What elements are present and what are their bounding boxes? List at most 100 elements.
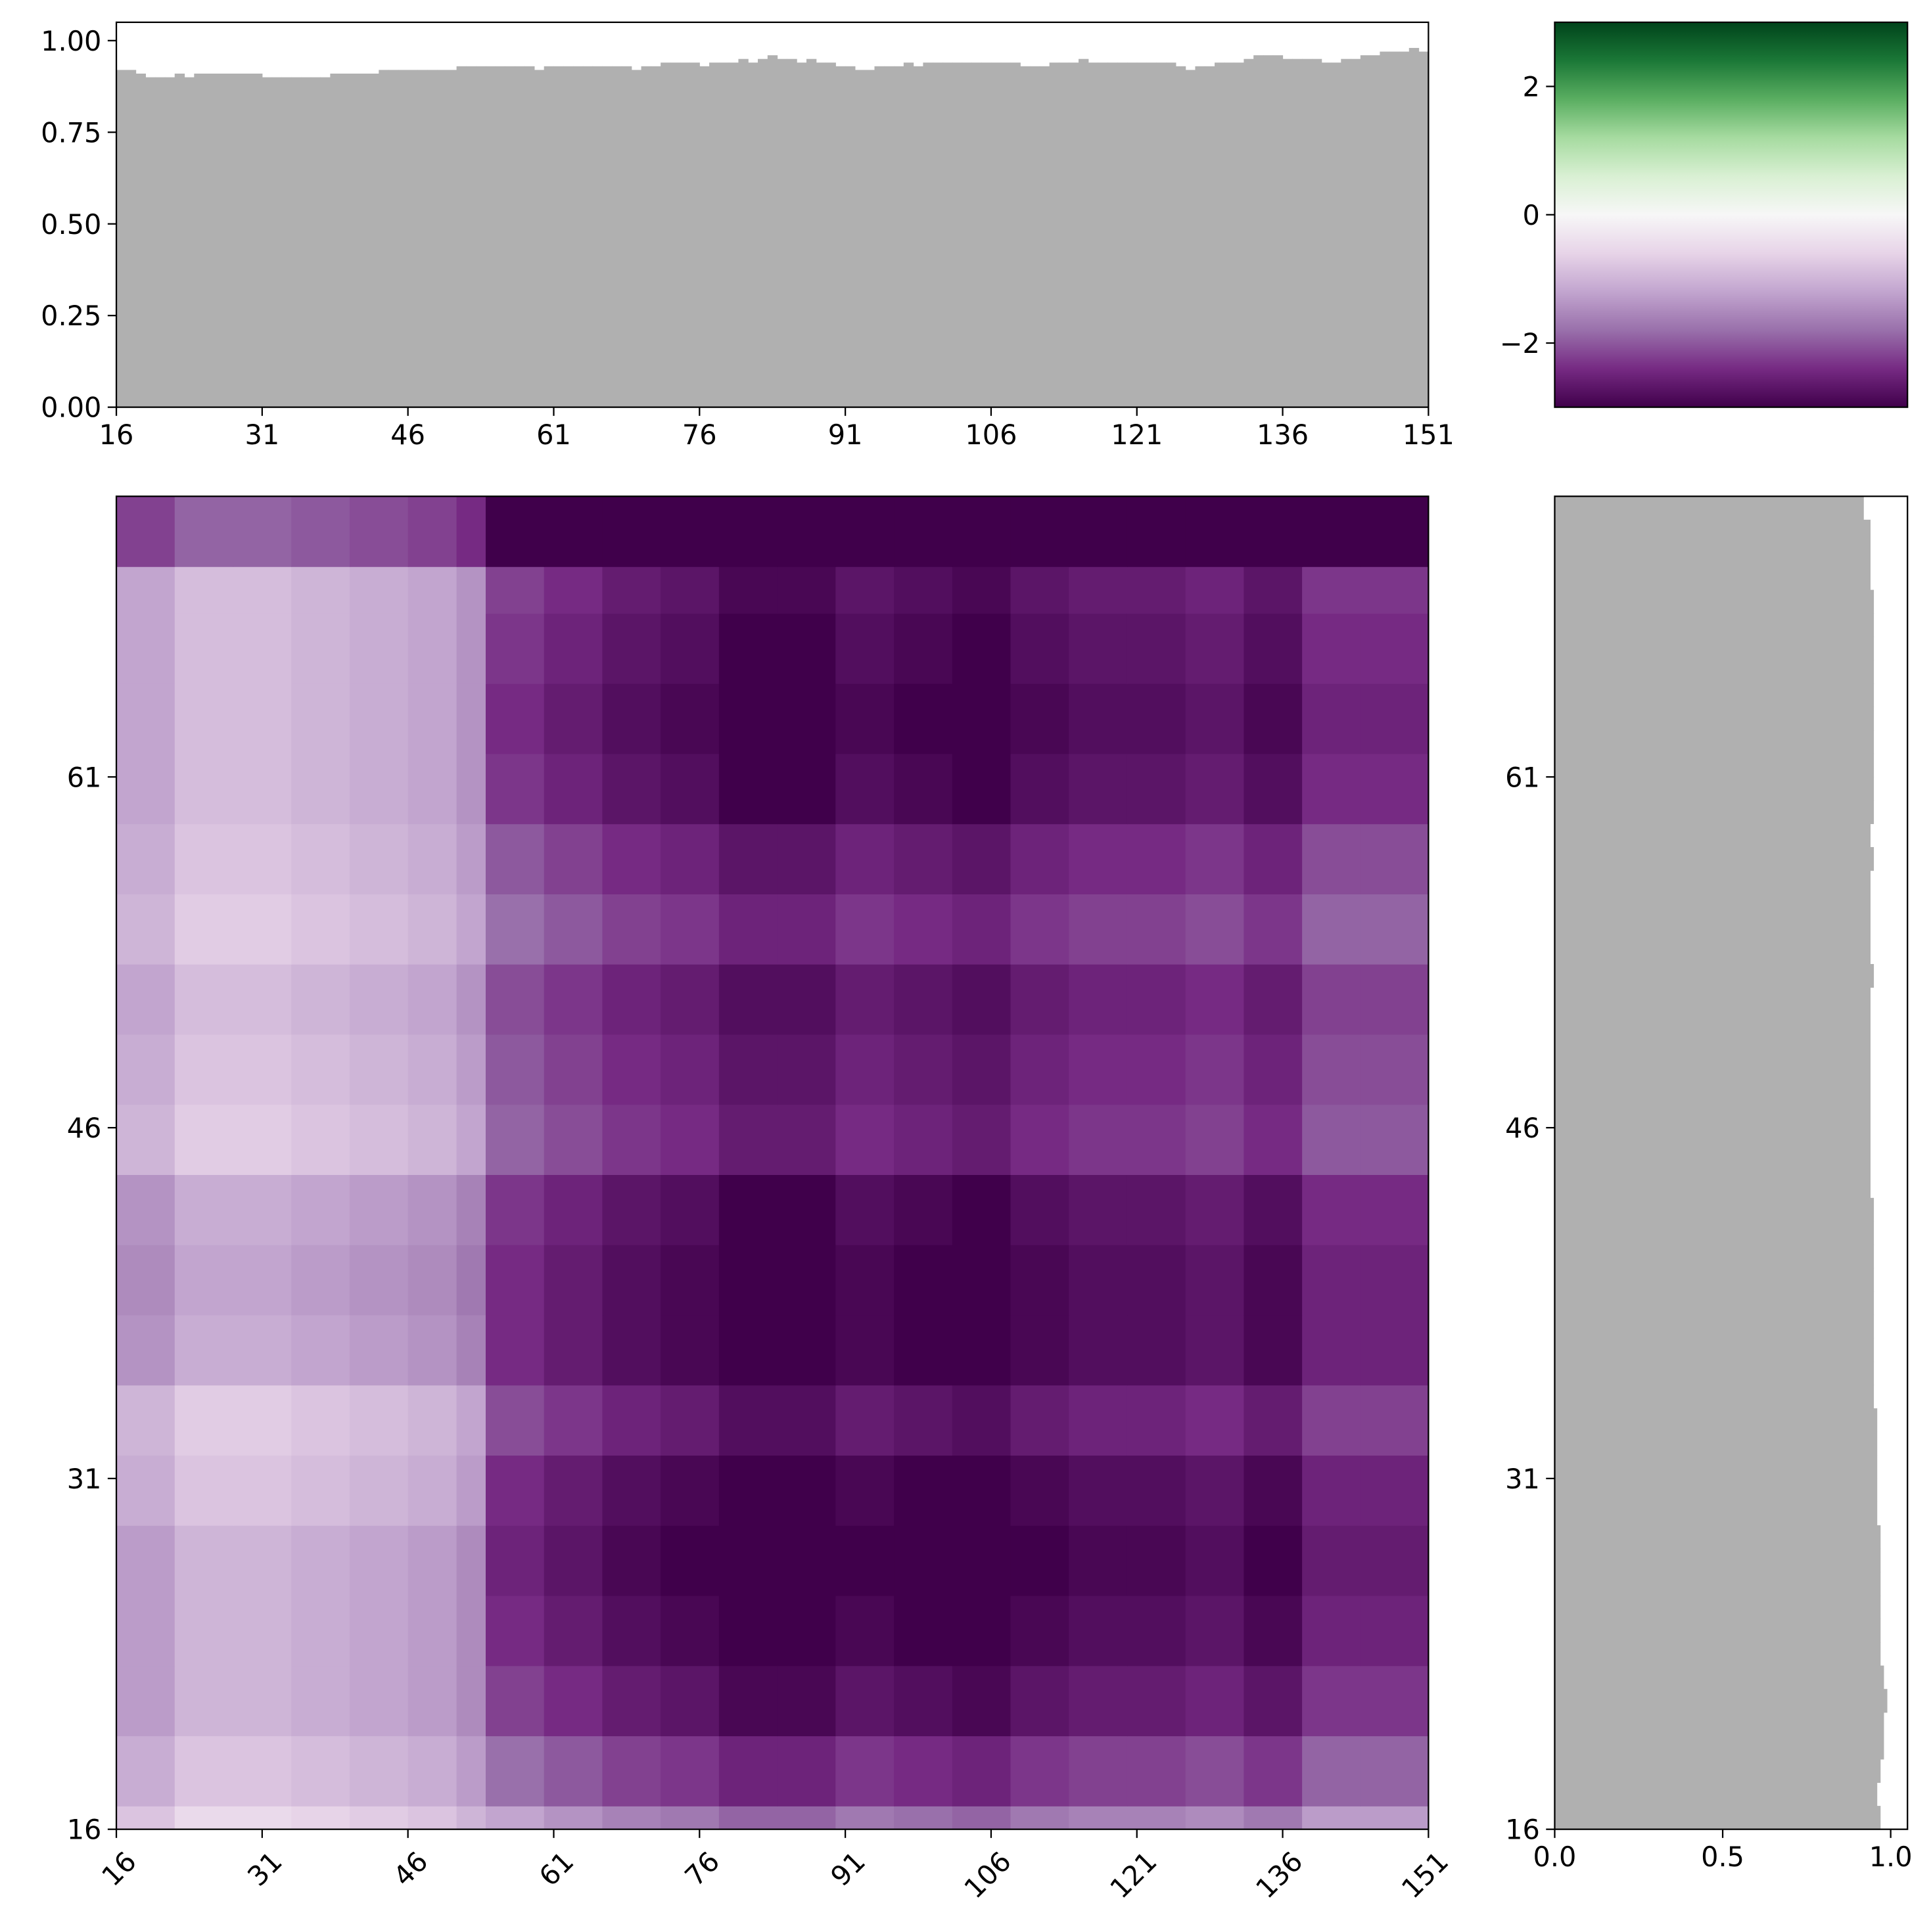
heatmap-cell — [952, 683, 1012, 754]
bar — [1554, 519, 1871, 543]
heatmap-cell — [1069, 963, 1128, 1035]
x-tick-label: 46 — [387, 1845, 434, 1892]
bar — [1554, 1478, 1878, 1503]
heatmap-cell — [952, 1806, 1012, 1830]
bar — [524, 66, 535, 407]
heatmap-cell — [1360, 823, 1430, 894]
heatmap-cell — [1069, 1736, 1128, 1806]
heatmap-cell — [1244, 1455, 1303, 1526]
heatmap-cell — [1302, 566, 1361, 614]
heatmap-cell — [349, 1455, 409, 1526]
heatmap-cell — [456, 1665, 486, 1737]
heatmap-cell — [1010, 613, 1069, 684]
heatmap-cell — [174, 1455, 234, 1526]
heatmap-cell — [291, 894, 350, 965]
x-tick-label: 16 — [99, 419, 134, 451]
bar — [1554, 1104, 1871, 1128]
heatmap-cell — [1360, 1455, 1430, 1526]
heatmap-cell — [835, 1455, 895, 1526]
heatmap-cell — [1127, 1806, 1186, 1830]
y-tick-label: 61 — [67, 762, 102, 793]
bar — [1554, 1128, 1871, 1152]
heatmap-cell — [233, 1174, 292, 1245]
bar — [398, 70, 409, 407]
heatmap-cell — [1360, 1174, 1430, 1245]
heatmap-cell — [661, 1245, 720, 1316]
heatmap-cell — [407, 1455, 457, 1526]
heatmap-cell — [1010, 1104, 1069, 1176]
bar — [1554, 543, 1871, 567]
bar — [1554, 987, 1871, 1011]
heatmap-cell — [291, 1245, 350, 1316]
heatmap-cell — [1010, 963, 1069, 1035]
x-tick-label: 136 — [1257, 419, 1309, 451]
heatmap-cell — [1244, 1806, 1303, 1830]
bar — [1253, 55, 1264, 407]
heatmap-cell — [835, 1385, 895, 1456]
heatmap-cell — [174, 1174, 234, 1245]
heatmap-cell — [174, 566, 234, 614]
heatmap-cell — [952, 1104, 1012, 1176]
heatmap-cell — [291, 753, 350, 825]
bar — [1311, 58, 1322, 407]
heatmap-cell — [1010, 1455, 1069, 1526]
heatmap-cell — [1069, 1034, 1128, 1105]
heatmap-cell — [602, 894, 661, 965]
heatmap-cell — [349, 823, 409, 894]
heatmap-cell — [1302, 1806, 1361, 1830]
axes-frame — [115, 21, 1430, 408]
heatmap-cell — [1185, 1665, 1245, 1737]
bar — [164, 77, 175, 407]
heatmap-cell — [233, 1245, 292, 1316]
x-tick-label: 91 — [825, 1845, 872, 1892]
heatmap-cell — [174, 1245, 234, 1316]
x-tick-label: 76 — [682, 419, 717, 451]
heatmap-cell — [407, 1104, 457, 1176]
heatmap-cell — [835, 1245, 895, 1316]
heatmap-cell — [407, 1595, 457, 1667]
heatmap-cell — [1360, 1104, 1430, 1176]
bar — [553, 66, 564, 407]
heatmap-cell — [1069, 823, 1128, 894]
heatmap-cell — [174, 1665, 234, 1737]
heatmap-cell — [835, 1736, 895, 1806]
heatmap-cell — [456, 1736, 486, 1806]
heatmap-cell — [835, 1034, 895, 1105]
heatmap-cell — [485, 963, 545, 1035]
bar — [1088, 62, 1099, 407]
bar — [1341, 58, 1351, 407]
heatmap-cell — [602, 1806, 661, 1830]
heatmap-cell — [894, 753, 953, 825]
heatmap-cell — [456, 1455, 486, 1526]
heatmap-cell — [894, 1806, 953, 1830]
heatmap-cell — [1302, 963, 1361, 1035]
heatmap-cell — [718, 1245, 778, 1316]
bar — [437, 70, 448, 407]
heatmap-cell — [602, 753, 661, 825]
bar — [1020, 66, 1031, 407]
x-tick-label: 31 — [244, 419, 279, 451]
heatmap-cell — [952, 1736, 1012, 1806]
heatmap-cell — [291, 1455, 350, 1526]
y-tick-label: 0.00 — [41, 392, 101, 424]
x-tick-label: 136 — [1250, 1845, 1309, 1904]
bar — [1185, 70, 1196, 407]
bar — [1554, 1572, 1881, 1596]
heatmap-cell — [835, 753, 895, 825]
heatmap-cell — [349, 753, 409, 825]
heatmap-cell — [777, 1385, 837, 1456]
heatmap-cell — [1069, 1385, 1128, 1456]
y-tick-label: 31 — [67, 1463, 102, 1495]
heatmap-cell — [174, 753, 234, 825]
bar — [427, 70, 438, 407]
bar — [661, 62, 671, 407]
heatmap-cell — [349, 894, 409, 965]
x-tick-label: 106 — [958, 1845, 1017, 1904]
heatmap-cell — [456, 1385, 486, 1456]
y-tick-label: −2 — [1500, 328, 1540, 359]
heatmap-cell — [233, 1314, 292, 1386]
heatmap-cell — [661, 1525, 720, 1596]
heatmap-cell — [894, 1104, 953, 1176]
bar — [407, 70, 419, 407]
heatmap-cell — [1185, 963, 1245, 1035]
